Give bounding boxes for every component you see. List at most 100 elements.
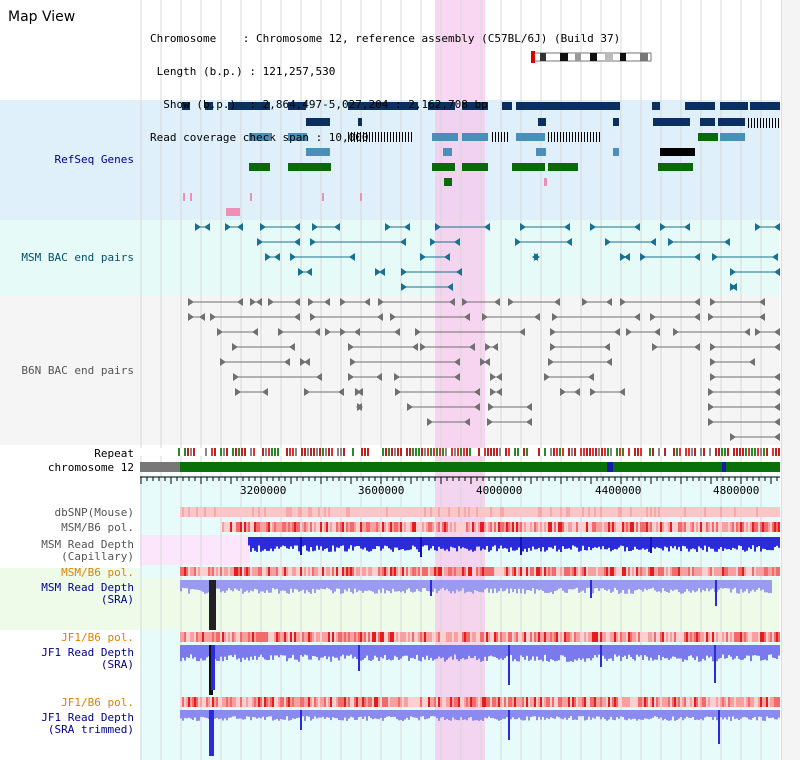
heat-cell: [238, 522, 240, 532]
depth-bar: [266, 537, 268, 551]
track-label-msm-depth-capillary[interactable]: MSM Read Depth: [41, 538, 134, 551]
heat-cell: [552, 697, 554, 707]
heat-cell: [530, 507, 532, 517]
heat-cell: [268, 567, 270, 576]
track-label-dbsnp[interactable]: dbSNP(Mouse): [54, 506, 134, 519]
depth-bar: [470, 710, 472, 718]
depth-bar: [692, 537, 694, 549]
depth-bar: [636, 710, 638, 721]
depth-spike: [420, 537, 422, 557]
heat-cell: [278, 522, 280, 532]
heat-cell: [572, 522, 574, 532]
heat-cell: [332, 522, 334, 532]
vertical-scrollbar[interactable]: [781, 0, 800, 760]
track-label-jf1-depth-trimmed[interactable]: JF1 Read Depth: [41, 711, 134, 724]
heat-cell: [604, 632, 606, 642]
depth-bar: [572, 537, 574, 546]
depth-bar: [456, 645, 458, 660]
track-label-jf1-depth[interactable]: JF1 Read Depth: [41, 646, 134, 659]
depth-bar: [554, 580, 556, 591]
depth-bar: [666, 645, 668, 659]
heat-cell: [626, 507, 628, 517]
depth-bar: [750, 580, 752, 592]
heat-cell: [456, 507, 458, 517]
msm-bac-end: [298, 268, 304, 276]
heat-cell: [494, 697, 496, 707]
chromosome-gap: [140, 462, 180, 472]
repeat-element: [466, 448, 468, 456]
heat-cell: [592, 632, 594, 642]
track-label-chromosome[interactable]: chromosome 12: [47, 461, 134, 474]
depth-bar: [648, 537, 650, 552]
heat-cell: [580, 522, 582, 532]
depth-bar: [200, 710, 202, 717]
heat-cell: [360, 567, 362, 576]
depth-bar: [632, 580, 634, 594]
track-label-msm-bac[interactable]: MSM BAC end pairs: [21, 251, 134, 264]
heat-cell: [382, 697, 384, 707]
b6n-bac-end: [427, 418, 433, 426]
axis-tick-label: 3600000: [358, 484, 405, 497]
heat-cell: [212, 507, 214, 517]
heat-cell: [664, 697, 666, 707]
depth-bar: [438, 645, 440, 657]
heat-cell: [474, 567, 476, 576]
heat-cell: [736, 567, 738, 576]
depth-bar: [558, 645, 560, 661]
heat-cell: [588, 507, 590, 517]
depth-bar: [678, 537, 680, 547]
track-label-jf1-pol-trimmed[interactable]: JF1/B6 pol.: [61, 696, 134, 709]
heat-cell: [496, 507, 498, 517]
track-label-refseq[interactable]: RefSeq Genes: [54, 153, 134, 166]
depth-bar: [236, 580, 238, 590]
repeat-element: [733, 448, 735, 456]
heat-cell: [262, 632, 264, 642]
heat-cell: [748, 697, 750, 707]
heat-cell: [732, 507, 734, 517]
track-label-msm-pol-sra[interactable]: MSM/B6 pol.: [61, 566, 134, 579]
heat-cell: [660, 697, 662, 707]
track-label-b6n-bac[interactable]: B6N BAC end pairs: [21, 364, 134, 377]
depth-bar: [674, 710, 676, 721]
depth-bar: [728, 645, 730, 656]
track-label-msm-depth-sra[interactable]: MSM Read Depth: [41, 581, 134, 594]
repeat-element: [193, 448, 195, 456]
heat-cell: [692, 567, 694, 576]
heat-cell: [766, 522, 768, 532]
repeat-element: [442, 448, 444, 456]
repeat-element: [310, 448, 312, 456]
depth-bar: [616, 645, 618, 657]
depth-bar: [316, 580, 318, 590]
heat-cell: [664, 522, 666, 532]
heat-cell: [312, 632, 314, 642]
gene-exon: [182, 102, 190, 110]
heat-cell: [286, 567, 288, 576]
heat-cell: [606, 632, 608, 642]
b6n-bac-end: [474, 388, 480, 396]
heat-cell: [760, 697, 762, 707]
depth-bar: [350, 645, 352, 655]
depth-bar: [672, 645, 674, 657]
depth-spike: [650, 537, 652, 553]
depth-bar: [348, 645, 350, 656]
heat-cell: [746, 697, 748, 707]
track-label-msm-pol[interactable]: MSM/B6 pol.: [61, 521, 134, 534]
depth-bar: [550, 580, 552, 592]
heat-cell: [528, 522, 530, 532]
depth-bar: [416, 537, 418, 550]
heat-cell: [682, 522, 684, 532]
depth-bar: [264, 537, 266, 550]
heat-cell: [448, 632, 450, 642]
track-label-jf1-pol[interactable]: JF1/B6 pol.: [61, 631, 134, 644]
depth-bar: [180, 710, 182, 719]
depth-bar: [552, 537, 554, 549]
heat-cell: [272, 632, 274, 642]
heat-cell: [206, 507, 208, 517]
depth-bar: [352, 710, 354, 718]
depth-bar: [738, 580, 740, 594]
heat-cell: [570, 697, 572, 707]
repeat-element: [328, 448, 330, 456]
track-label-repeat[interactable]: Repeat: [94, 447, 134, 460]
depth-bar: [280, 537, 282, 547]
